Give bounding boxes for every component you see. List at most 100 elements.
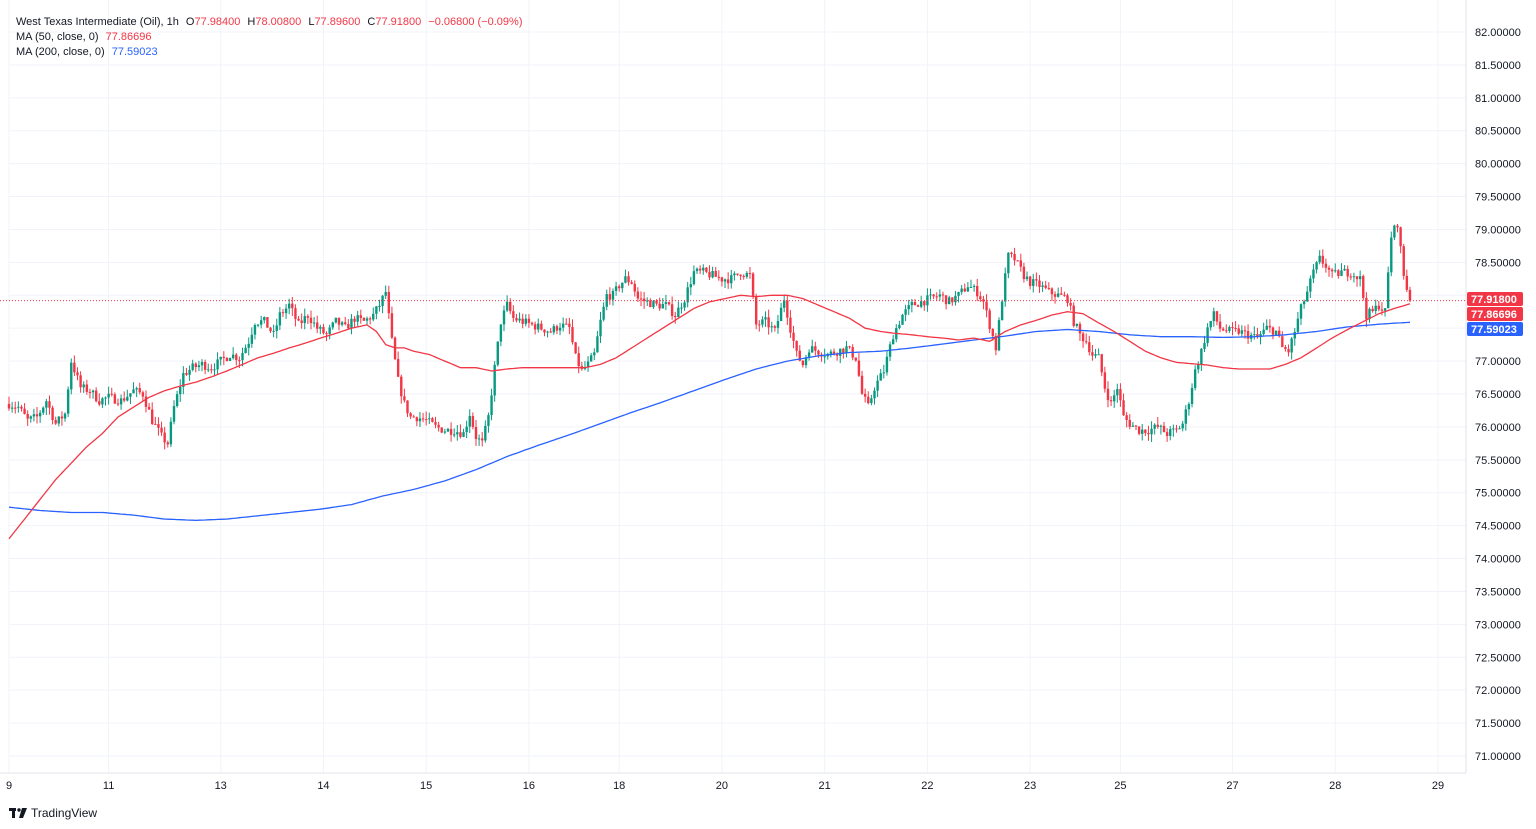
candle-body [428, 418, 431, 420]
candle-body [1349, 276, 1353, 278]
candle-body [976, 286, 979, 297]
candle-body [527, 318, 531, 323]
candle-body [412, 416, 415, 418]
candle-body [440, 427, 443, 433]
candle-body [1206, 327, 1209, 343]
candle-body [814, 346, 817, 351]
candle-body [238, 360, 241, 362]
candle-body [104, 397, 107, 399]
candle-body [1306, 291, 1309, 302]
ma200-row[interactable]: MA (200, close, 0) 77.59023 [16, 45, 522, 60]
candle-body [530, 322, 534, 325]
x-tick-label: 27 [1226, 780, 1238, 792]
symbol-label: West Texas Intermediate (Oil), 1h [16, 16, 179, 28]
candle-body [720, 277, 724, 282]
candle-body [680, 307, 683, 309]
candle-body [730, 275, 733, 284]
y-tick-label: 79.50000 [1475, 192, 1521, 204]
candle-body [126, 396, 129, 401]
candle-body [948, 297, 951, 305]
close-key: C [367, 16, 376, 28]
candle-body [1116, 389, 1119, 396]
ma50-label: MA (50, close, 0) [16, 31, 99, 43]
ma200-label: MA (200, close, 0) [16, 46, 105, 58]
candle-body [1022, 266, 1026, 280]
candle-body [213, 369, 216, 371]
candle-body [779, 307, 783, 322]
candle-body [1240, 330, 1244, 334]
y-tick-label: 75.50000 [1475, 455, 1521, 467]
candle-body [1334, 270, 1337, 272]
candle-body [1365, 297, 1368, 320]
x-tick-label: 9 [6, 780, 12, 792]
candle-body [1047, 287, 1051, 289]
candle-body [1200, 348, 1203, 365]
candle-body [1290, 338, 1293, 353]
open-key: O [185, 16, 195, 28]
candle-body [166, 442, 169, 445]
candle-body [667, 302, 671, 305]
candle-body [1147, 432, 1150, 435]
candle-body [941, 294, 945, 296]
candle-body [807, 352, 811, 358]
candle-body [842, 348, 845, 353]
candle-body [1035, 279, 1038, 281]
candle-body [235, 354, 238, 361]
candle-body [885, 356, 889, 373]
candle-body [462, 432, 465, 437]
candle-body [73, 362, 76, 373]
candle-body [63, 413, 67, 419]
candle-body [390, 313, 394, 338]
candle-body [951, 297, 954, 303]
candle-body [129, 393, 132, 397]
candle-body [94, 390, 98, 402]
candle-body [107, 393, 110, 398]
candle-body [994, 336, 998, 351]
candle-body [655, 300, 658, 304]
candle-body [1081, 333, 1085, 342]
ma50-row[interactable]: MA (50, close, 0) 77.86696 [16, 30, 522, 45]
candle-body [832, 351, 836, 355]
candle-body [1362, 276, 1365, 298]
tradingview-logo[interactable]: TradingView [9, 806, 97, 820]
candle-body [642, 298, 646, 302]
candle-body [387, 291, 391, 314]
candle-body [1053, 294, 1057, 297]
x-tick-label: 16 [523, 780, 535, 792]
candle-body [860, 375, 864, 394]
candle-body [686, 287, 689, 303]
candle-body [904, 309, 907, 315]
candle-body [269, 327, 272, 332]
candle-body [923, 301, 926, 306]
candle-body [1327, 267, 1331, 270]
candle-body [773, 326, 777, 328]
candle-body [1060, 293, 1063, 295]
high-key: H [247, 16, 256, 28]
candle-body [194, 363, 197, 368]
candle-body [481, 438, 484, 441]
candle-body [1100, 354, 1103, 373]
candle-body [1028, 276, 1032, 286]
candle-body [910, 302, 914, 306]
candle-body [593, 352, 596, 356]
candle-body [649, 300, 652, 308]
candle-body [929, 294, 932, 296]
candle-body [490, 395, 493, 416]
candle-body [786, 300, 789, 318]
candle-body [689, 284, 693, 288]
candle-body [1175, 428, 1178, 430]
candle-body [1203, 342, 1206, 349]
candle-body [1019, 260, 1023, 267]
candle-body [396, 359, 400, 377]
x-tick-label: 20 [716, 780, 728, 792]
candle-body [474, 426, 478, 440]
candle-body [26, 414, 29, 419]
candle-body [225, 357, 229, 361]
candle-body [1193, 369, 1197, 388]
candle-body [661, 303, 664, 309]
x-tick-label: 28 [1329, 780, 1341, 792]
candle-body [664, 302, 668, 304]
candle-body [418, 418, 422, 422]
candle-body [368, 318, 372, 320]
